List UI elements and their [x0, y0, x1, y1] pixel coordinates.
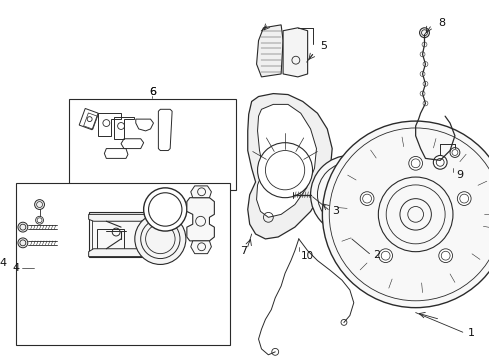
Circle shape: [18, 222, 28, 232]
Text: 4: 4: [0, 258, 6, 269]
Polygon shape: [89, 214, 146, 221]
Text: 6: 6: [149, 87, 156, 96]
Circle shape: [258, 143, 313, 198]
Polygon shape: [191, 186, 211, 198]
Text: 4: 4: [12, 264, 19, 273]
Bar: [16, 183, 230, 345]
Polygon shape: [248, 94, 332, 239]
Polygon shape: [283, 28, 308, 77]
Bar: [97, 229, 124, 251]
Circle shape: [439, 249, 453, 262]
Circle shape: [457, 192, 471, 206]
Polygon shape: [187, 198, 214, 241]
Polygon shape: [257, 25, 283, 77]
Text: 7: 7: [240, 246, 247, 256]
Circle shape: [409, 157, 422, 170]
Circle shape: [450, 148, 460, 157]
Polygon shape: [191, 241, 211, 254]
Text: 3: 3: [332, 206, 339, 216]
Text: 6: 6: [149, 87, 156, 96]
Circle shape: [419, 28, 429, 37]
Circle shape: [322, 121, 490, 308]
Circle shape: [18, 238, 28, 248]
Circle shape: [360, 192, 374, 206]
Bar: [89, 212, 146, 257]
Circle shape: [35, 200, 45, 210]
Text: 5: 5: [320, 41, 327, 51]
Text: 1: 1: [467, 328, 475, 338]
Text: 10: 10: [301, 251, 314, 261]
Circle shape: [144, 188, 187, 231]
Polygon shape: [257, 104, 317, 217]
Circle shape: [379, 249, 392, 262]
Text: 9: 9: [456, 170, 463, 180]
Circle shape: [311, 156, 389, 234]
Text: 2: 2: [373, 249, 381, 260]
Circle shape: [135, 213, 186, 265]
Circle shape: [433, 156, 447, 169]
Polygon shape: [89, 249, 146, 257]
Bar: [92, 216, 143, 254]
Bar: [69, 99, 236, 190]
Text: 8: 8: [438, 18, 445, 28]
